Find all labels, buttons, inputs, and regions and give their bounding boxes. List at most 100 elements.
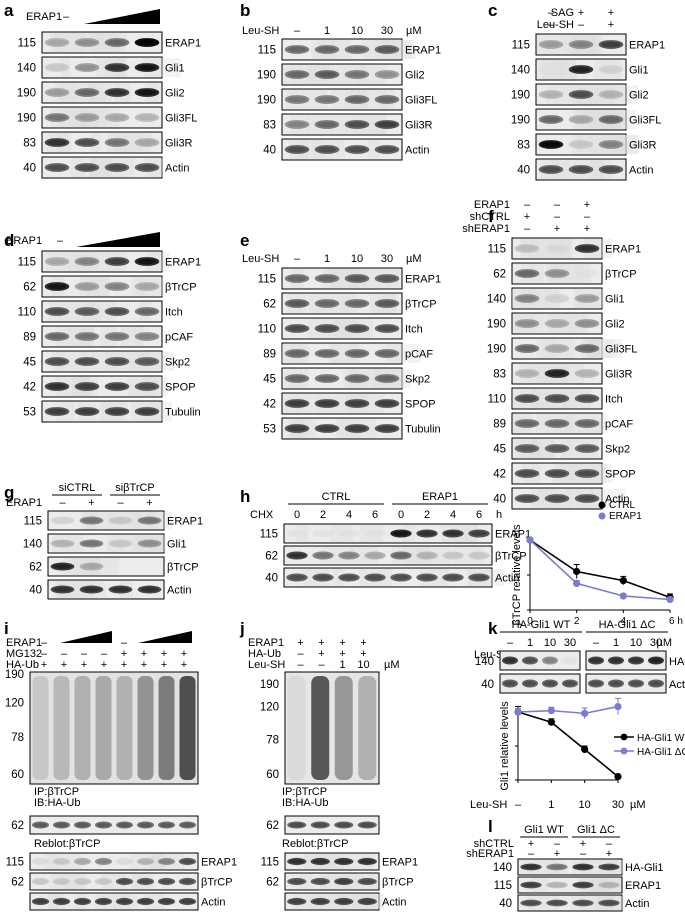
lane-label: 30: [650, 637, 662, 649]
protein-label: Actin: [165, 163, 189, 175]
band-core: [601, 116, 621, 123]
band-core: [77, 64, 97, 71]
band-core: [82, 564, 101, 569]
band-core: [77, 89, 97, 96]
band-core: [347, 96, 367, 103]
legend-marker: [598, 501, 606, 509]
band-core: [180, 859, 195, 864]
lane-label: –: [554, 838, 561, 850]
band-core: [107, 39, 127, 46]
band: [79, 516, 104, 525]
blot-row-gli1: 140 Gli1: [17, 56, 185, 79]
band: [314, 274, 340, 283]
band-core: [470, 531, 488, 536]
band: [312, 551, 334, 560]
band: [572, 899, 594, 907]
blot-texture: [293, 894, 324, 909]
blot-row-itch: 110 Itch: [258, 317, 423, 340]
band-core: [288, 575, 306, 580]
treatment-label: ERAP1: [6, 497, 42, 509]
mw-marker: 40: [265, 573, 278, 585]
blot-strip: [517, 876, 623, 894]
lane-label: +: [524, 211, 530, 223]
series-ha-gli1-c: [514, 697, 622, 719]
band-core: [77, 39, 97, 46]
band: [574, 469, 600, 478]
blot-texture: [131, 874, 140, 889]
band: [287, 821, 307, 829]
blot-row-erap1: 115 ERAP1: [260, 523, 531, 544]
blot-row-spop: 42 SPOP: [263, 392, 436, 415]
blot-row-gli2: 190 Gli2: [17, 81, 185, 104]
band-core: [47, 114, 67, 121]
band: [134, 382, 160, 391]
unit-label: µM: [384, 659, 400, 671]
band: [598, 65, 624, 74]
band-core: [600, 865, 618, 869]
band: [416, 551, 438, 560]
band-core: [47, 358, 67, 365]
band-core: [317, 300, 337, 307]
band-core: [541, 141, 561, 148]
band-core: [33, 859, 48, 864]
band: [134, 307, 160, 316]
lane-label: +: [360, 648, 366, 660]
band-core: [470, 553, 488, 558]
band: [74, 357, 100, 366]
band-core: [392, 575, 410, 580]
blot-strip: [585, 673, 667, 694]
band-core: [288, 553, 306, 558]
mw-marker: 40: [263, 145, 276, 157]
blot-texture: [121, 327, 144, 346]
band: [442, 551, 464, 560]
panel-letter-e: e: [240, 231, 249, 250]
smear-lane: [311, 676, 330, 780]
blot-texture: [353, 115, 388, 134]
lane-label: +: [181, 659, 187, 671]
band-core: [517, 245, 537, 252]
band-core: [574, 901, 592, 905]
protein-label: Gli1: [165, 63, 185, 75]
x-tick-label: 6 h: [669, 616, 683, 627]
band-core: [522, 883, 540, 887]
band: [468, 551, 490, 560]
legend-entry: HA-Gli1 WT: [637, 733, 685, 744]
series-line: [517, 705, 619, 715]
band: [157, 877, 176, 886]
blot-panel-d: 115 ERAP1 62 βTrCP 110 Itch 89 pCAF 45 Skp2 42 SPOP…: [18, 250, 201, 423]
blot-panel-f: 115 ERAP1 62 βTrCP 140 Gli1 190 Gli2 190 Gli3FL 83…: [487, 237, 641, 510]
band: [598, 165, 624, 174]
blot-texture: [148, 854, 166, 869]
lane-label: 2: [424, 509, 430, 521]
y-axis-label: Gli1 relative levels: [499, 701, 511, 791]
mw-marker: 40: [499, 898, 512, 910]
band-core: [517, 320, 537, 327]
series-line: [517, 711, 619, 778]
band: [116, 821, 133, 829]
band-core: [107, 258, 127, 265]
protein-label: Gli3R: [165, 138, 193, 150]
band-core: [140, 541, 159, 546]
band-core: [317, 375, 337, 382]
band: [514, 344, 540, 353]
band-core: [317, 121, 337, 128]
data-point: [581, 709, 589, 717]
blot-strip: [517, 858, 623, 876]
band: [134, 357, 160, 366]
band: [598, 881, 620, 889]
band: [284, 120, 310, 129]
band-core: [77, 283, 97, 290]
band-core: [77, 114, 97, 121]
blot-texture: [90, 158, 112, 177]
band-core: [137, 39, 157, 46]
lane-label: –: [81, 648, 88, 660]
band-core: [287, 350, 307, 357]
band: [514, 494, 540, 503]
lane-label: –: [554, 211, 561, 223]
lane-label: –: [117, 497, 124, 509]
lane-label: 6: [476, 509, 482, 521]
band-core: [111, 518, 130, 523]
band: [568, 90, 594, 99]
mw-marker: 62: [266, 877, 279, 889]
protein-label: Gli2: [165, 88, 185, 100]
